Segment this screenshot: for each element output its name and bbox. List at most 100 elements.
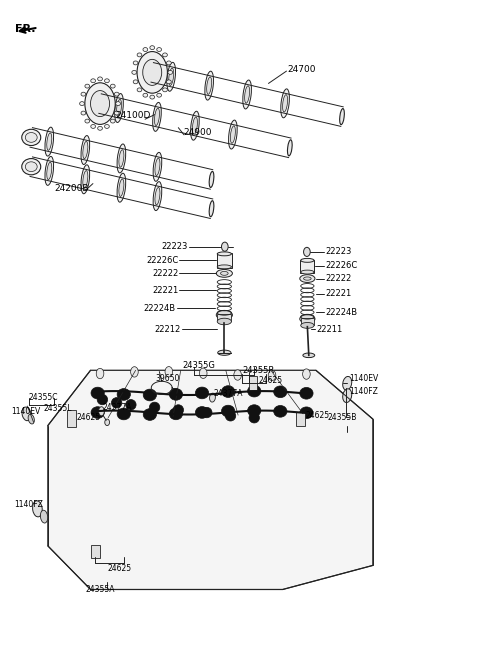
Ellipse shape	[98, 407, 104, 416]
Ellipse shape	[202, 407, 212, 418]
FancyBboxPatch shape	[301, 318, 314, 325]
Ellipse shape	[28, 414, 35, 424]
Text: 22212: 22212	[155, 325, 180, 334]
Ellipse shape	[143, 389, 156, 401]
Ellipse shape	[221, 405, 235, 417]
Ellipse shape	[217, 252, 231, 256]
Ellipse shape	[150, 95, 155, 99]
Ellipse shape	[301, 258, 314, 262]
Ellipse shape	[40, 510, 48, 523]
Ellipse shape	[137, 53, 142, 57]
Text: 1140FZ: 1140FZ	[349, 386, 378, 396]
Ellipse shape	[192, 117, 197, 134]
Text: 24377A: 24377A	[214, 388, 243, 398]
Ellipse shape	[155, 158, 160, 176]
Ellipse shape	[81, 92, 86, 96]
Ellipse shape	[157, 93, 161, 97]
Ellipse shape	[83, 171, 88, 188]
Ellipse shape	[45, 127, 54, 156]
Ellipse shape	[33, 501, 42, 517]
Ellipse shape	[111, 398, 122, 408]
Ellipse shape	[150, 46, 155, 50]
Ellipse shape	[110, 84, 115, 88]
Ellipse shape	[83, 141, 88, 159]
Ellipse shape	[137, 88, 142, 92]
Ellipse shape	[91, 387, 104, 399]
Ellipse shape	[207, 77, 212, 94]
Ellipse shape	[117, 144, 126, 173]
Text: 24100D: 24100D	[116, 112, 151, 121]
Ellipse shape	[47, 162, 52, 180]
Ellipse shape	[105, 79, 109, 83]
Ellipse shape	[155, 108, 159, 125]
Text: 24700: 24700	[288, 66, 316, 74]
Ellipse shape	[340, 109, 344, 125]
Text: 24377A: 24377A	[102, 403, 132, 412]
Ellipse shape	[97, 394, 108, 405]
Circle shape	[221, 242, 228, 251]
Ellipse shape	[300, 407, 313, 419]
Ellipse shape	[220, 272, 228, 276]
Ellipse shape	[132, 70, 137, 74]
Text: 24900: 24900	[183, 129, 212, 137]
Ellipse shape	[343, 389, 352, 403]
Ellipse shape	[210, 393, 216, 402]
Ellipse shape	[119, 179, 124, 196]
Ellipse shape	[245, 86, 250, 103]
Text: 24355G: 24355G	[182, 361, 215, 369]
Circle shape	[137, 52, 168, 93]
Ellipse shape	[169, 388, 182, 400]
Ellipse shape	[173, 405, 183, 415]
Ellipse shape	[163, 53, 168, 57]
Text: 1140FZ: 1140FZ	[14, 501, 44, 510]
Circle shape	[96, 368, 104, 379]
Circle shape	[302, 369, 310, 379]
Ellipse shape	[274, 405, 287, 417]
Text: 22226C: 22226C	[146, 256, 179, 265]
Ellipse shape	[225, 411, 236, 421]
Ellipse shape	[248, 405, 261, 417]
Circle shape	[268, 370, 276, 380]
Text: 24355C: 24355C	[29, 393, 59, 402]
Ellipse shape	[167, 62, 176, 91]
Ellipse shape	[209, 201, 214, 216]
Ellipse shape	[116, 102, 120, 106]
Ellipse shape	[85, 84, 90, 88]
FancyBboxPatch shape	[67, 410, 76, 427]
Ellipse shape	[157, 48, 161, 51]
Ellipse shape	[117, 408, 131, 420]
Text: 24355R: 24355R	[242, 366, 275, 375]
Ellipse shape	[25, 162, 37, 172]
Ellipse shape	[195, 407, 209, 419]
Ellipse shape	[81, 165, 90, 194]
Text: 24355B: 24355B	[328, 413, 357, 422]
Circle shape	[303, 247, 310, 256]
Ellipse shape	[301, 270, 314, 274]
FancyBboxPatch shape	[249, 376, 257, 390]
Ellipse shape	[155, 188, 160, 205]
Circle shape	[143, 59, 162, 85]
Text: 22211: 22211	[316, 325, 342, 334]
FancyBboxPatch shape	[217, 314, 231, 321]
Ellipse shape	[133, 61, 138, 65]
Ellipse shape	[117, 173, 126, 202]
Circle shape	[234, 370, 241, 380]
Text: 22222: 22222	[152, 269, 179, 278]
FancyBboxPatch shape	[300, 260, 314, 273]
Text: 22222: 22222	[325, 274, 352, 283]
Ellipse shape	[22, 129, 41, 146]
Ellipse shape	[249, 413, 260, 423]
Ellipse shape	[105, 125, 109, 129]
FancyBboxPatch shape	[92, 544, 99, 558]
Ellipse shape	[191, 112, 199, 140]
Ellipse shape	[217, 318, 231, 325]
Ellipse shape	[22, 407, 31, 420]
FancyBboxPatch shape	[217, 253, 232, 268]
Ellipse shape	[248, 385, 261, 397]
Ellipse shape	[274, 386, 287, 398]
Ellipse shape	[25, 133, 37, 142]
Ellipse shape	[119, 150, 124, 167]
Text: 22223: 22223	[325, 247, 352, 256]
Ellipse shape	[300, 388, 313, 399]
Ellipse shape	[288, 140, 292, 156]
